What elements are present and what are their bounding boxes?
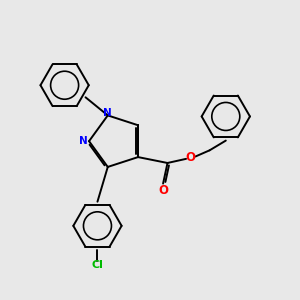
Text: O: O [185,151,196,164]
Text: N: N [80,136,88,146]
Text: Cl: Cl [92,260,104,270]
Text: O: O [158,184,168,196]
Text: N: N [103,108,112,118]
